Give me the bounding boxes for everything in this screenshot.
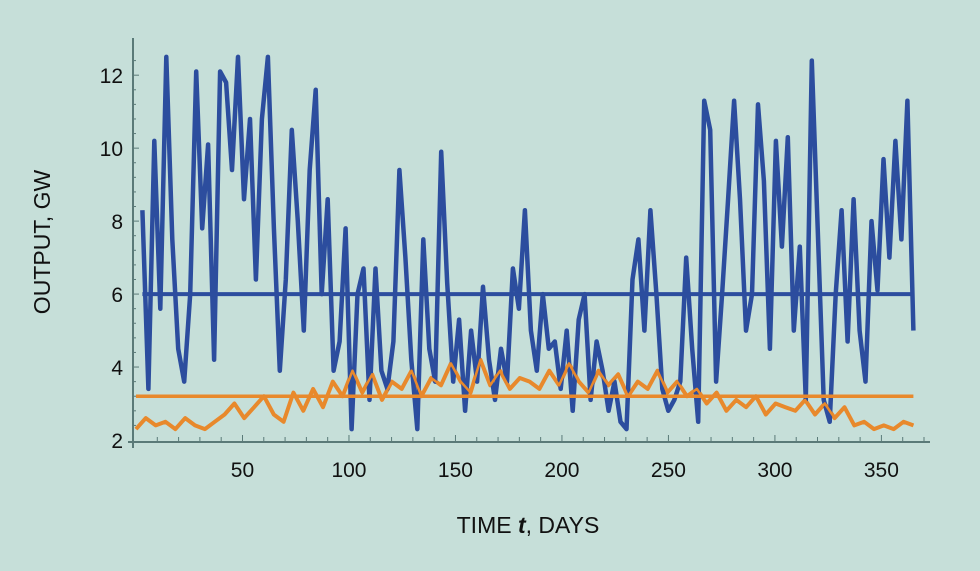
- orange-output-line: [135, 358, 914, 431]
- x-tick-label: 250: [651, 459, 686, 482]
- x-axis-label-variable: t: [518, 512, 527, 538]
- x-tick-label: 50: [231, 459, 254, 482]
- plot-area: [134, 54, 916, 432]
- x-tick-label: 150: [438, 459, 473, 482]
- y-axis-label: OUTPUT, GW: [29, 170, 55, 315]
- y-tick-label: 2: [111, 430, 123, 453]
- x-axis-label-part: , DAYS: [526, 512, 600, 538]
- blue-output-line: [140, 54, 916, 432]
- x-tick-label: 300: [757, 459, 792, 482]
- y-tick-label: 4: [111, 357, 123, 380]
- y-tick-label: 8: [111, 211, 123, 234]
- x-axis-label-part: TIME: [457, 512, 518, 538]
- axes: 50 100 150 200 250 300 350 2 4 6 8 10 12: [100, 38, 930, 482]
- y-tick-label: 6: [111, 284, 123, 307]
- x-tick-label: 350: [864, 459, 899, 482]
- orange-output-line: [134, 357, 915, 432]
- y-tick-label: 10: [100, 138, 123, 161]
- x-axis-label: TIME t, DAYS: [457, 512, 600, 538]
- x-tick-label: 100: [331, 459, 366, 482]
- x-tick-label: 200: [544, 459, 579, 482]
- y-tick-label: 12: [100, 65, 123, 88]
